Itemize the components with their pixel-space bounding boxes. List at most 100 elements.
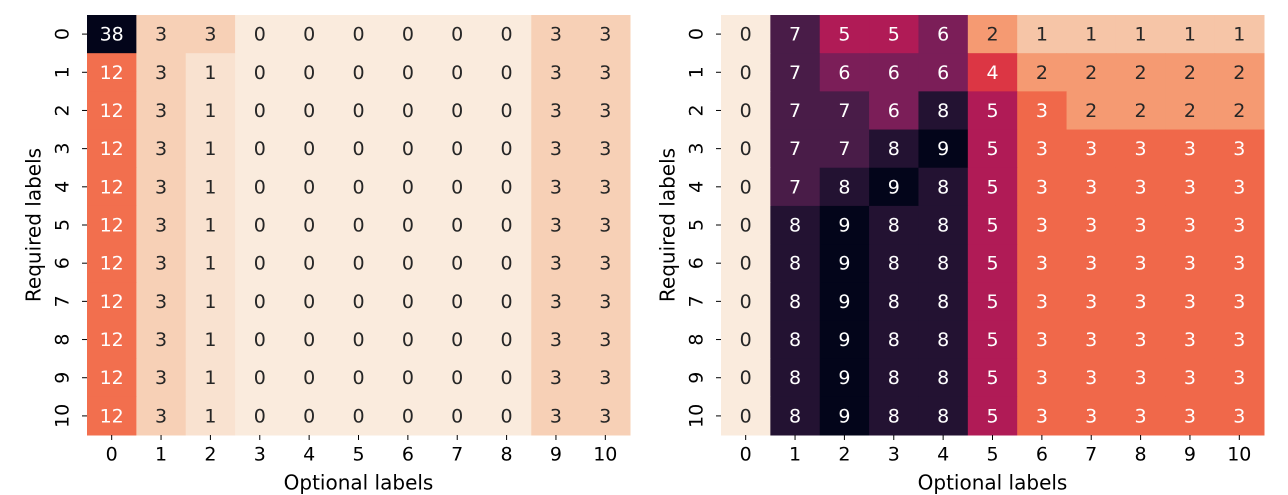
heatmap-cell — [432, 396, 483, 436]
heatmap-cell — [580, 91, 631, 131]
heatmap-cell — [819, 15, 870, 54]
heatmap-cell — [235, 167, 285, 207]
heatmap-cell — [967, 167, 1018, 207]
heatmap-cell — [770, 396, 821, 436]
heatmap-cell — [185, 53, 236, 92]
heatmap-cell — [1165, 244, 1216, 283]
cell-label: 8 — [937, 176, 949, 198]
heatmap-cell — [185, 320, 236, 360]
heatmap-cell — [333, 15, 384, 54]
heatmap-cell — [432, 91, 483, 131]
cell-label: 3 — [1184, 176, 1196, 198]
heatmap-cell — [531, 129, 582, 169]
heatmap-cell — [136, 15, 187, 54]
heatmap-cell — [432, 282, 483, 321]
y-axis-label: Required labels — [656, 148, 680, 302]
heatmap-cell — [869, 282, 919, 321]
heatmap-cell — [1066, 358, 1117, 398]
cell-label: 0 — [303, 215, 315, 237]
cell-label: 0 — [352, 367, 364, 389]
cell-label: 0 — [740, 367, 752, 389]
heatmap-cell — [1115, 358, 1166, 398]
y-tick-label: 2 — [686, 104, 708, 116]
cell-label: 0 — [402, 367, 414, 389]
heatmap-cell — [333, 320, 384, 360]
heatmap-cell — [1017, 282, 1068, 321]
heatmap-cell — [967, 15, 1018, 54]
heatmap-cell — [481, 244, 532, 283]
cell-label: 3 — [155, 405, 167, 427]
cell-label: 0 — [303, 367, 315, 389]
heatmap-cell — [531, 320, 582, 360]
cell-label: 7 — [838, 100, 850, 122]
heatmap-cell — [383, 91, 434, 131]
cell-label: 1 — [1036, 24, 1048, 46]
heatmap-cell — [819, 129, 870, 169]
heatmap-cell — [333, 205, 384, 245]
y-tick-label: 1 — [686, 66, 708, 78]
cell-label: 5 — [986, 367, 998, 389]
cell-label: 38 — [100, 24, 124, 46]
heatmap-cell — [185, 129, 236, 169]
heatmap-cell — [284, 205, 335, 245]
heatmap-cell — [580, 320, 631, 360]
cell-label: 3 — [1135, 367, 1147, 389]
cell-label: 2 — [986, 24, 998, 46]
cell-label: 3 — [1233, 215, 1245, 237]
cell-label: 12 — [100, 291, 124, 313]
cell-label: 0 — [501, 291, 513, 313]
heatmap-cell — [1165, 358, 1216, 398]
cell-label: 0 — [254, 367, 266, 389]
heatmap-cell — [383, 129, 434, 169]
cell-label: 0 — [451, 62, 463, 84]
cell-label: 0 — [740, 291, 752, 313]
heatmap-cell — [1115, 53, 1166, 92]
heatmap-cell — [284, 320, 335, 360]
cell-label: 5 — [986, 291, 998, 313]
heatmap-cell — [918, 282, 969, 321]
heatmap-cell — [1115, 15, 1166, 54]
heatmap-cell — [284, 53, 335, 92]
x-tick-label: 2 — [204, 444, 216, 466]
y-tick-label: 9 — [686, 372, 708, 384]
cell-label: 0 — [740, 24, 752, 46]
heatmap-cell — [770, 358, 821, 398]
cell-label: 3 — [599, 291, 611, 313]
cell-label: 3 — [1184, 367, 1196, 389]
cell-label: 3 — [599, 215, 611, 237]
heatmap-cell — [1214, 244, 1265, 283]
heatmap-cell — [531, 91, 582, 131]
heatmap-cell — [531, 282, 582, 321]
cell-label: 0 — [451, 405, 463, 427]
heatmap-cell — [333, 396, 384, 436]
cell-label: 9 — [838, 405, 850, 427]
cell-label: 0 — [254, 405, 266, 427]
x-tick-label: 3 — [888, 444, 900, 466]
cell-label: 7 — [789, 138, 801, 160]
heatmap-cell — [918, 129, 969, 169]
cell-label: 8 — [937, 215, 949, 237]
heatmap-cell — [87, 205, 137, 245]
cell-label: 3 — [550, 215, 562, 237]
x-tick-label: 2 — [838, 444, 850, 466]
cell-label: 0 — [501, 253, 513, 275]
cell-label: 12 — [100, 405, 124, 427]
cell-label: 0 — [352, 24, 364, 46]
cell-label: 2 — [1233, 100, 1245, 122]
heatmap-cell — [869, 205, 919, 245]
cell-label: 3 — [1036, 253, 1048, 275]
heatmap-cell — [967, 396, 1018, 436]
heatmap-cell — [235, 53, 285, 92]
heatmap-cell — [819, 244, 870, 283]
heatmap-cell — [1017, 205, 1068, 245]
cell-label: 0 — [254, 62, 266, 84]
cell-label: 1 — [1135, 24, 1147, 46]
heatmap-cell — [967, 320, 1018, 360]
heatmap-cell — [1214, 53, 1265, 92]
heatmap-cell — [1066, 320, 1117, 360]
cell-label: 3 — [550, 62, 562, 84]
cell-label: 12 — [100, 367, 124, 389]
heatmap-cell — [383, 205, 434, 245]
heatmap-cell — [967, 358, 1018, 398]
heatmap-cell — [481, 129, 532, 169]
